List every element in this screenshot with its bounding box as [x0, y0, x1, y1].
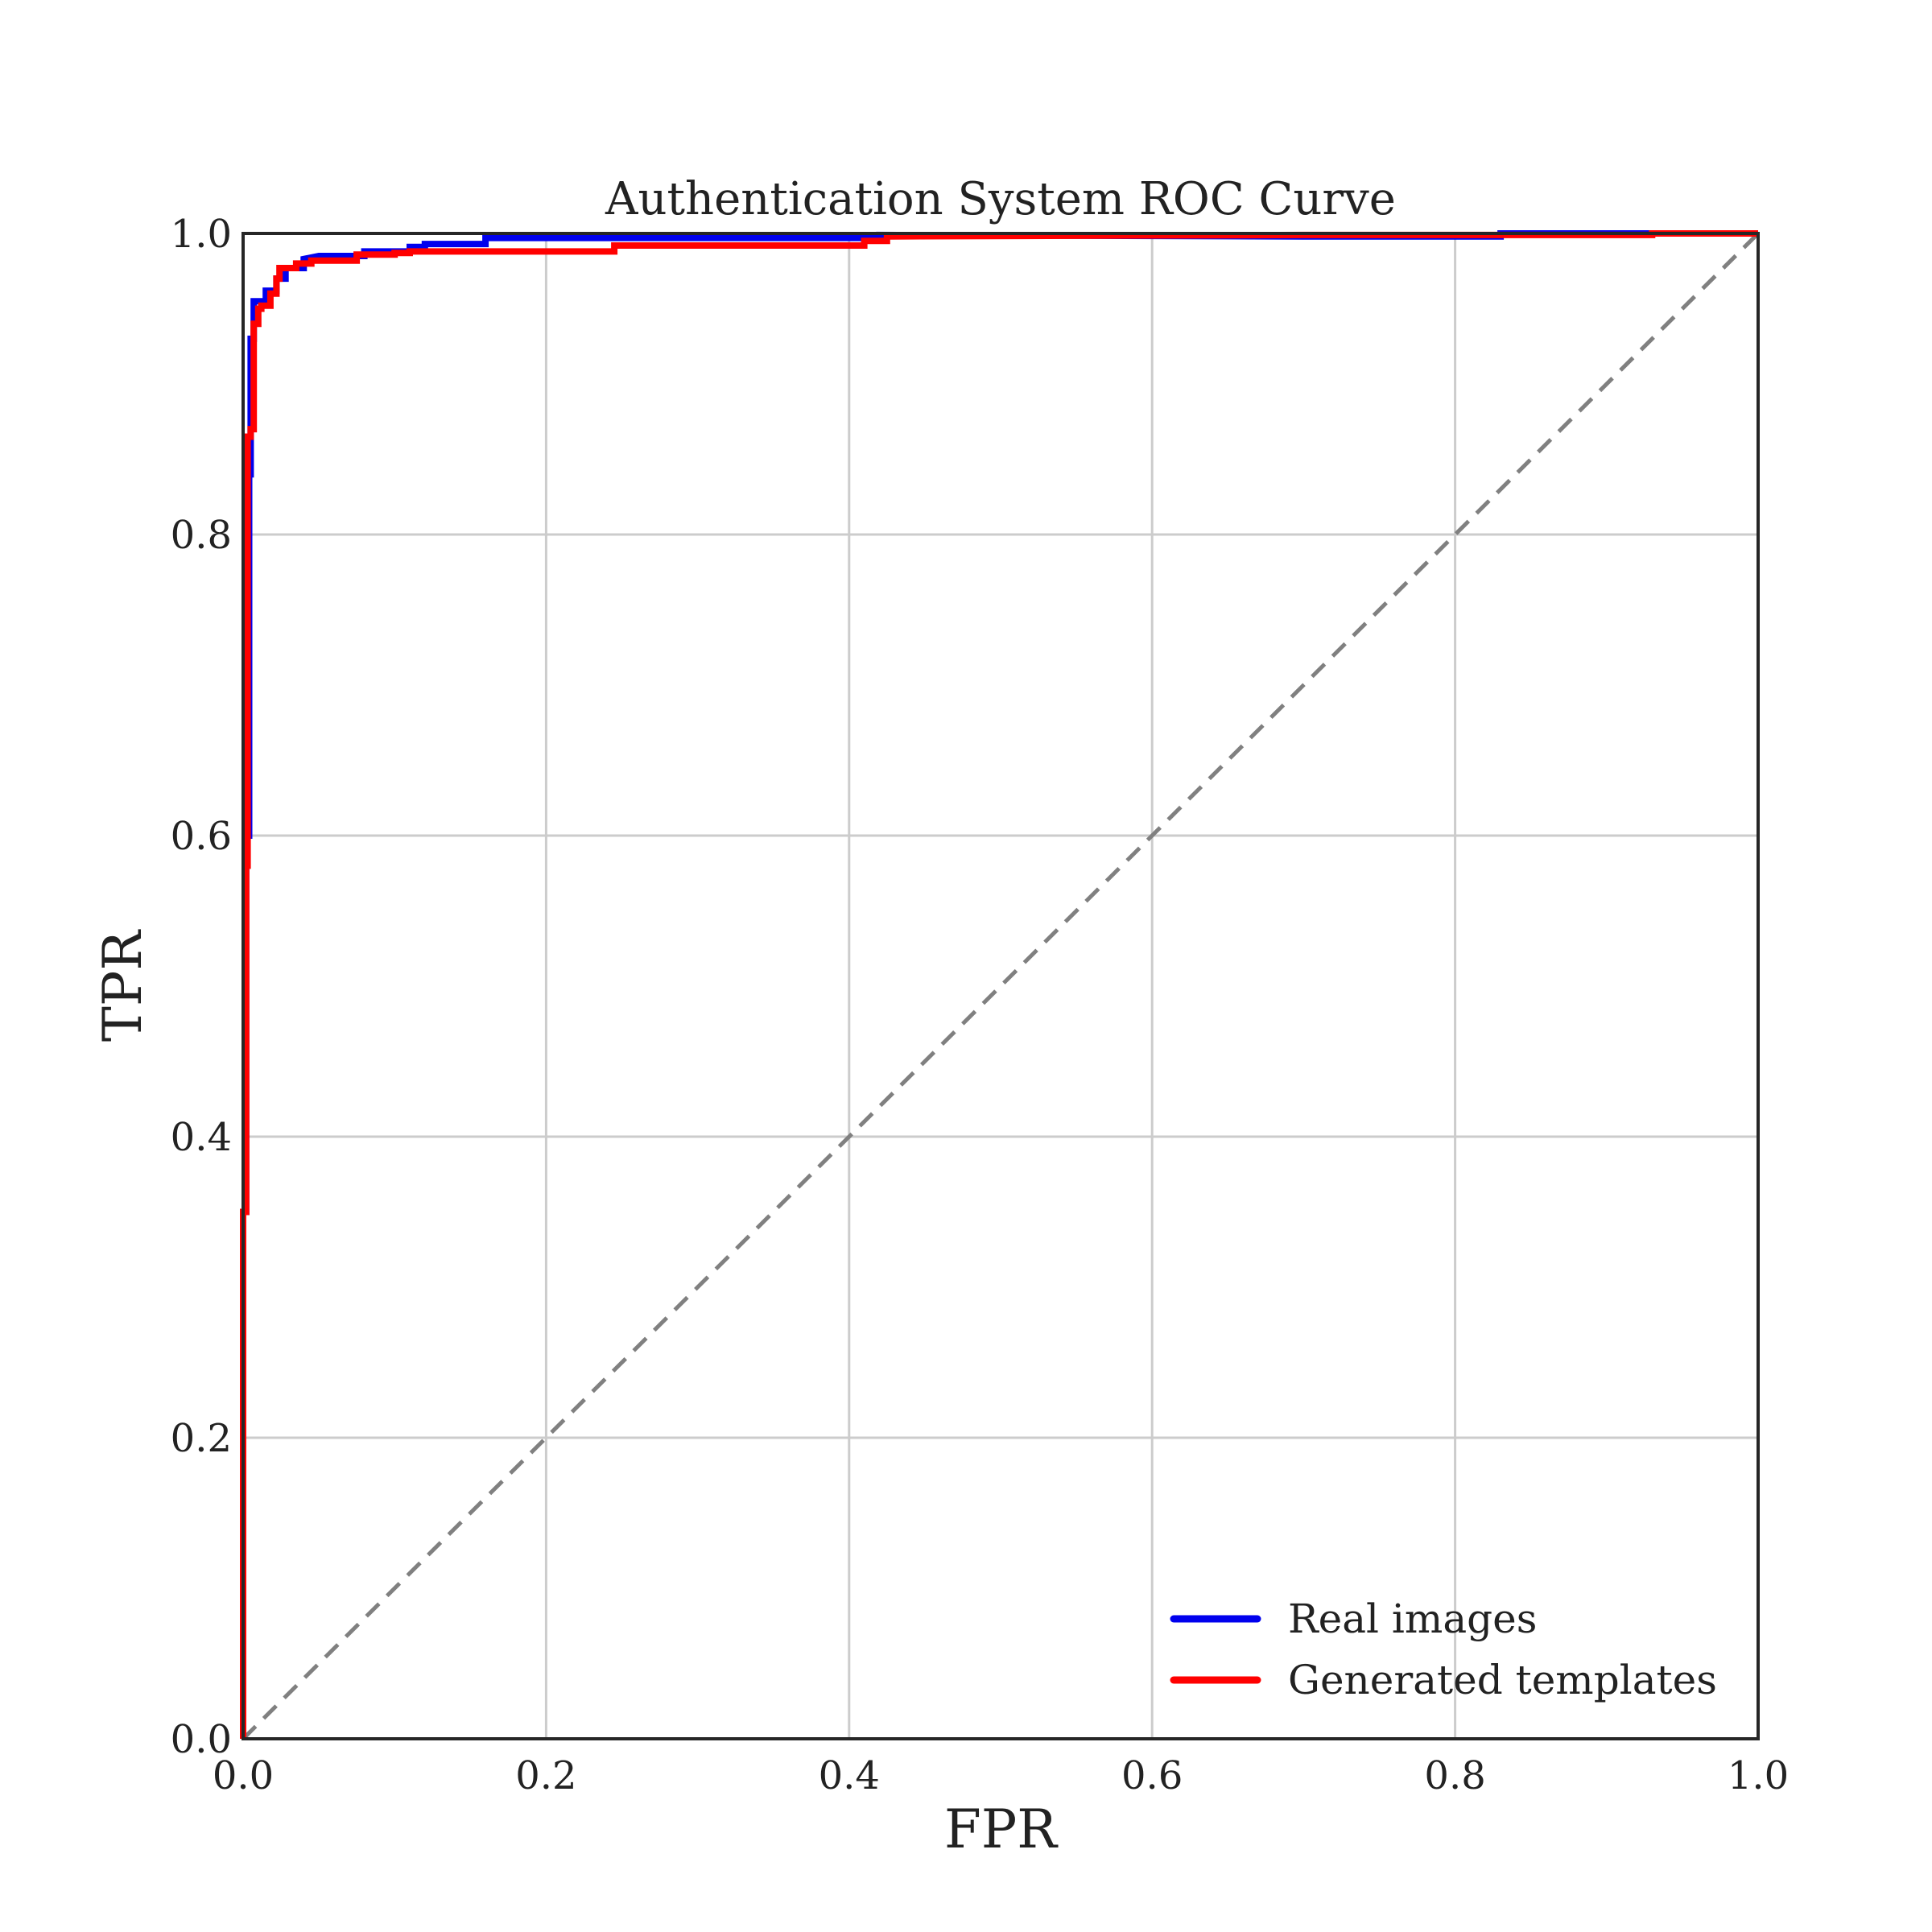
x-axis-label: FPR — [944, 1798, 1059, 1860]
legend-label-generated-templates: Generated templates — [1288, 1657, 1717, 1703]
y-tick-label: 0.2 — [171, 1416, 232, 1461]
legend: Real images Generated templates — [1170, 1596, 1717, 1703]
x-tick-label: 0.0 — [213, 1753, 274, 1798]
x-tick-label: 0.6 — [1121, 1753, 1183, 1798]
x-tick-labels: 0.0 0.2 0.4 0.6 0.8 1.0 — [213, 1753, 1789, 1798]
y-tick-labels: 0.0 0.2 0.4 0.6 0.8 1.0 — [171, 212, 232, 1762]
diagonal-line — [242, 232, 1760, 1740]
chance-diagonal — [242, 232, 1760, 1740]
x-tick-label: 0.8 — [1424, 1753, 1485, 1798]
gridlines — [243, 233, 1758, 1739]
x-tick-label: 0.2 — [515, 1753, 576, 1798]
chart-title: Authentication System ROC Curve — [605, 173, 1396, 225]
y-tick-label: 1.0 — [171, 212, 232, 257]
y-tick-label: 0.6 — [171, 814, 232, 859]
x-tick-label: 0.4 — [819, 1753, 880, 1798]
legend-label-real-images: Real images — [1288, 1596, 1537, 1642]
plot-frame — [242, 232, 1760, 1740]
y-axis-label: TPR — [92, 929, 154, 1042]
y-tick-label: 0.8 — [171, 513, 232, 558]
series-line-generated-templates — [240, 230, 1758, 1739]
x-tick-label: 1.0 — [1728, 1753, 1789, 1798]
y-tick-label: 0.4 — [171, 1115, 232, 1160]
roc-series-lines — [240, 230, 1758, 1739]
y-tick-label: 0.0 — [171, 1717, 232, 1762]
